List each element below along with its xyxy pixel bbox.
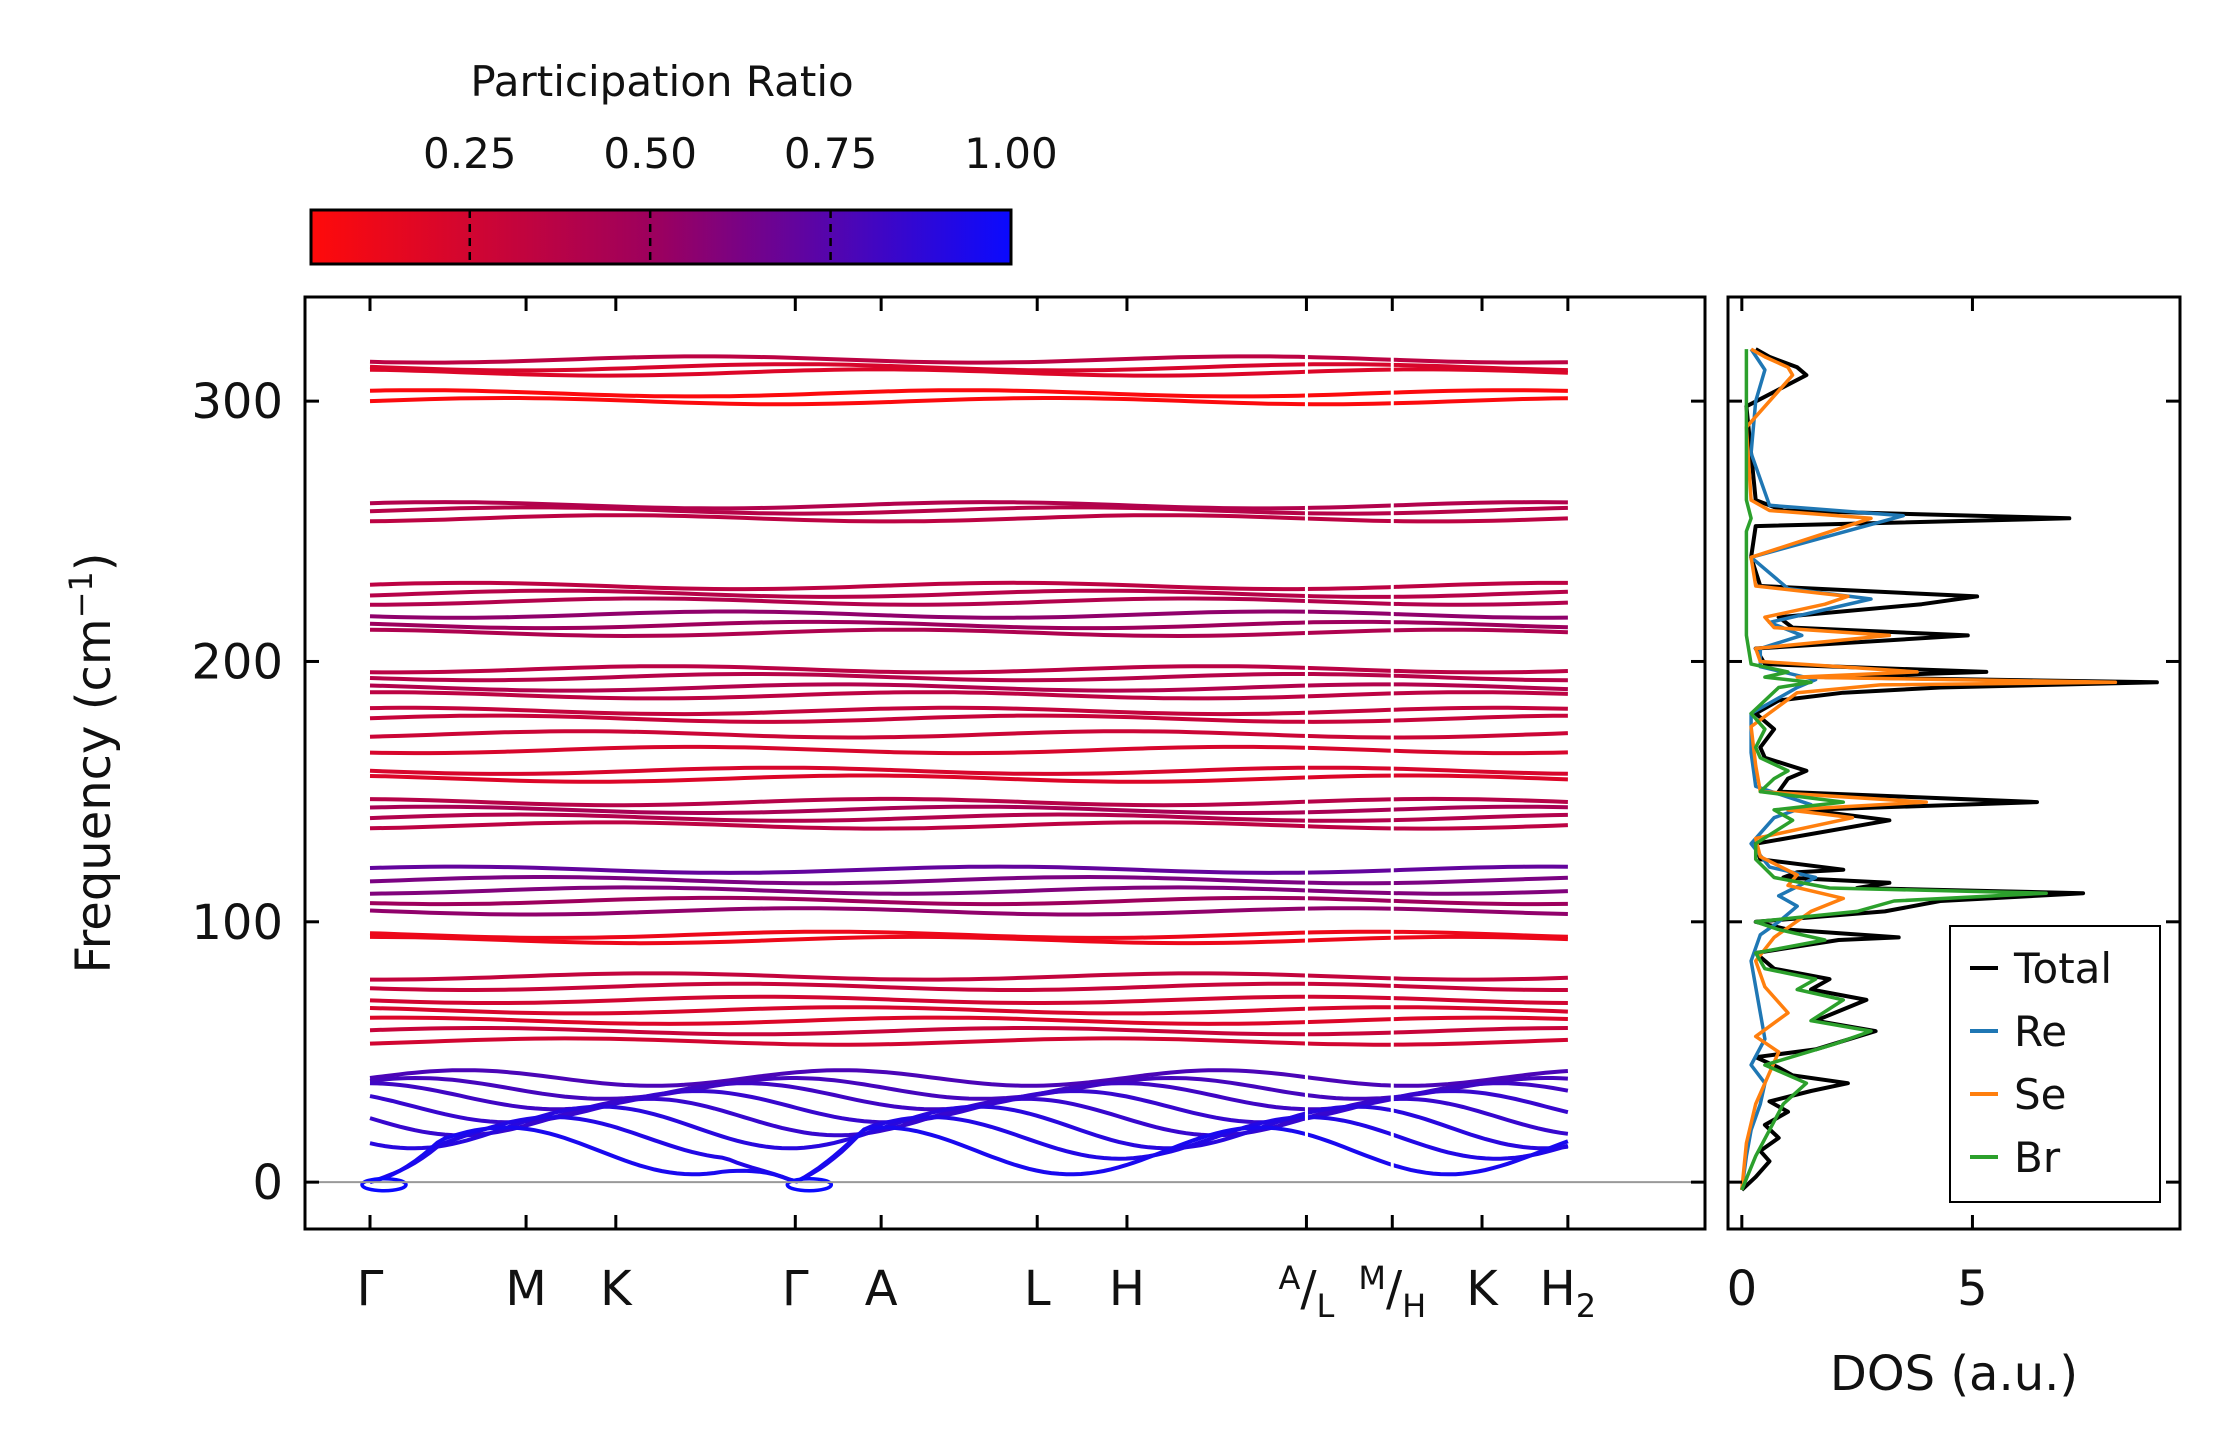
k-point-ticks: Γ M K Γ A L H A/LM/H K H2: [357, 297, 1596, 1325]
k-point-label: H: [1109, 1261, 1145, 1317]
phonon-band: [369, 705, 1568, 717]
phonon-band: [370, 690, 1568, 701]
colorbar-tick-labels: 0.25 0.50 0.75 1.00: [423, 129, 1058, 178]
phonon-band: [369, 362, 1568, 373]
colorbar-tick-lines: [468, 210, 832, 264]
phonon-band: [369, 812, 1568, 823]
phonon-band: [369, 874, 1568, 886]
dos-x-axis-title: DOS (a.u.): [1830, 1346, 2078, 1402]
dos-x-tick-label: 0: [1727, 1261, 1758, 1317]
dos-curves: [1740, 347, 2159, 1192]
k-point-label: L: [1024, 1261, 1051, 1317]
k-point-label: H2: [1540, 1261, 1596, 1325]
acoustic-loop: [785, 1176, 834, 1193]
phonon-band: [369, 619, 1568, 631]
colorbar-tick-label: 0.75: [784, 129, 878, 178]
k-point-label: K: [600, 1261, 633, 1317]
dos-series-se: [1740, 347, 2118, 1191]
acoustic-band: [369, 1115, 1569, 1184]
colorbar-gradient: [311, 210, 1011, 264]
phonon-bands: [360, 297, 1569, 1229]
y-axis-ticks: 0 100 200 300: [191, 374, 1705, 1211]
phonon-band: [369, 580, 1568, 592]
phonon-band: [369, 820, 1568, 831]
phonon-band: [369, 906, 1568, 917]
phonon-band: [370, 971, 1568, 982]
dos-series-total: [1740, 347, 2159, 1192]
phonon-band: [369, 588, 1568, 599]
colorbar: Participation Ratio 0.25 0.50 0.75 1.00: [309, 57, 1058, 266]
acoustic-band: [369, 1104, 1569, 1151]
acoustic-band: [369, 1075, 1569, 1101]
phonon-band: [369, 664, 1568, 675]
phonon-band: [369, 1036, 1568, 1047]
phonon-band: [369, 895, 1568, 907]
phonon-band: [369, 729, 1568, 740]
legend-label: Re: [2014, 1007, 2067, 1056]
phonon-band: [369, 354, 1568, 365]
phonon-band: [369, 672, 1568, 683]
k-point-label: M/H: [1358, 1259, 1426, 1325]
colorbar-tick-label: 0.50: [603, 129, 697, 178]
dos-axes-frame: [1726, 295, 2182, 1231]
k-point-label: A/L: [1278, 1259, 1334, 1325]
phonon-band: [369, 885, 1568, 896]
phonon-band: [369, 367, 1568, 378]
k-point-label: A: [865, 1261, 898, 1317]
phonon-band: [369, 500, 1568, 511]
phonon-band: [369, 713, 1568, 724]
y-tick-label: 200: [191, 634, 283, 690]
phonon-band: [369, 1026, 1568, 1037]
phonon-band: [369, 804, 1568, 815]
colorbar-tick-label: 0.25: [423, 129, 517, 178]
phonon-band: [369, 682, 1568, 693]
phonon-band: [369, 627, 1568, 639]
phonon-band: [369, 513, 1568, 524]
dos-legend: Total Re Se Br: [1949, 925, 2161, 1203]
k-point-label: Γ: [357, 1261, 384, 1317]
y-tick-label: 100: [191, 895, 283, 951]
phonon-band: [369, 981, 1568, 992]
acoustic-band: [369, 1068, 1569, 1088]
phonon-band: [369, 773, 1568, 784]
phonon-band: [369, 396, 1568, 407]
phonon-band: [369, 934, 1568, 946]
k-point-label: K: [1466, 1261, 1499, 1317]
y-tick-label: 0: [252, 1155, 283, 1211]
legend-label: Br: [2014, 1133, 2061, 1182]
phonon-band: [369, 765, 1568, 776]
phonon-band: [369, 864, 1568, 875]
phonon-band: [369, 796, 1568, 808]
y-tick-label: 300: [191, 374, 283, 430]
phonon-band: [369, 1005, 1568, 1016]
phonon-band: [370, 596, 1568, 607]
colorbar-title: Participation Ratio: [470, 57, 853, 106]
phonon-band: [369, 929, 1568, 940]
phonon-band: [369, 1015, 1568, 1026]
legend-label: Total: [2013, 944, 2112, 993]
acoustic-band: [369, 1125, 1569, 1185]
k-point-label: M: [505, 1261, 546, 1317]
phonon-band: [369, 388, 1568, 399]
acoustic-loop: [360, 1176, 408, 1193]
dos-series-br: [1740, 349, 2048, 1191]
phonon-band: [369, 744, 1568, 756]
colorbar-tick-label: 1.00: [964, 129, 1058, 178]
colorbar-frame: [309, 208, 1013, 266]
dos-x-tick-label: 5: [1957, 1261, 1988, 1317]
phonon-band: [369, 505, 1568, 516]
legend-label: Se: [2014, 1070, 2067, 1119]
phonon-band: [369, 609, 1568, 620]
y-axis-title: Frequency (cm−1): [62, 552, 122, 973]
band-axes-frame: [303, 295, 1707, 1231]
k-point-label: Γ: [782, 1261, 809, 1317]
phonon-band: [369, 994, 1568, 1005]
